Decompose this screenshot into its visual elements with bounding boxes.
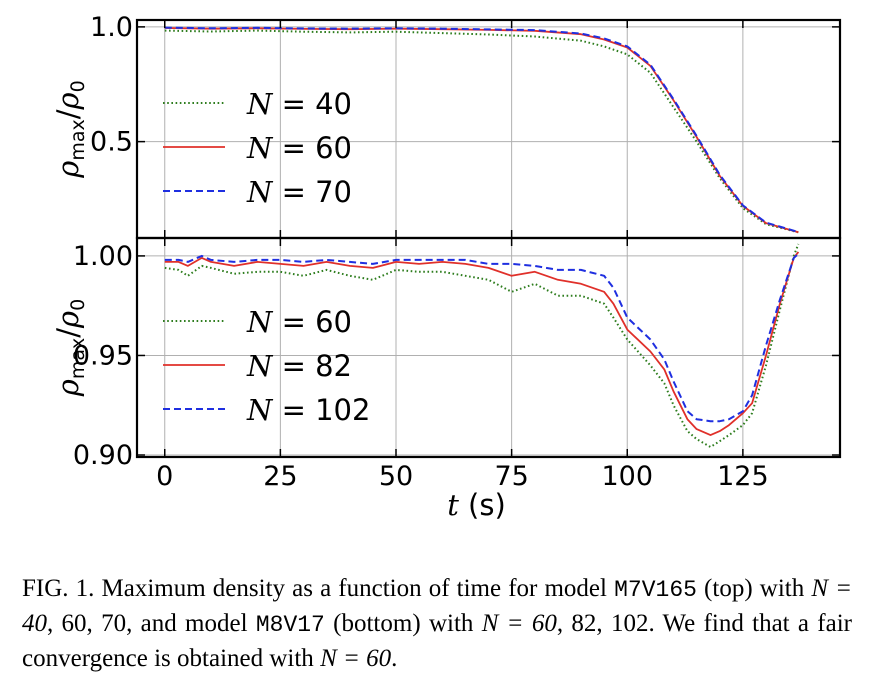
caption-math: N = 40 (22, 575, 853, 637)
legend-var: N (246, 305, 274, 339)
caption-model-bottom: M8V17 (255, 612, 325, 638)
caption-model-top: M7V165 (614, 577, 697, 603)
ylabel-rho: ρ (51, 311, 85, 329)
figure-caption: FIG. 1. Maximum density as a function of… (22, 572, 852, 676)
x-tick-label: 75 (494, 461, 528, 492)
legend-var: N (246, 87, 274, 121)
xlabel-unit: (s) (459, 488, 506, 522)
caption-text: . (391, 645, 398, 672)
ylabel-slash: / (51, 328, 85, 338)
caption-lead: FIG. 1. (22, 575, 95, 602)
x-tick-label: 0 (156, 461, 173, 492)
series-line-1 (164, 251, 800, 437)
legend-value: = 60 (272, 305, 352, 339)
legend-value: = 102 (272, 393, 370, 427)
legend-value: = 70 (272, 175, 352, 209)
y-tick-label: 0.95 (73, 340, 133, 371)
legend-label: N = 70 (246, 175, 352, 209)
x-axis-label: t (s) (447, 488, 506, 522)
y-axis-label: ρmax/ρ0 (51, 80, 89, 178)
ylabel-rho: ρ (51, 92, 85, 110)
caption-text: , 60, 70, and model (47, 610, 256, 637)
caption-math: N = 60 (320, 645, 392, 672)
axes-frame (135, 18, 842, 240)
legend-label: N = 60 (246, 305, 352, 339)
x-tick-label: 100 (601, 461, 653, 492)
legend-label: N = 102 (246, 393, 370, 427)
series-line-0 (164, 243, 800, 448)
series-line-2 (164, 26, 799, 233)
legend-var: N (246, 131, 274, 165)
ylabel-rho: ρ (51, 379, 85, 397)
y-tick-label: 1.0 (90, 12, 133, 43)
ylabel-rho: ρ (51, 161, 85, 179)
ylabel-subscript: 0 (67, 80, 89, 92)
x-tick-label: 50 (379, 461, 413, 492)
y-tick-label: 0.90 (73, 440, 133, 471)
legend-value: = 40 (272, 87, 352, 121)
caption-text: Maximum density as a function of time fo… (94, 575, 615, 602)
legend-label: N = 40 (246, 87, 352, 121)
legend-var: N (246, 349, 274, 383)
axes-frame (135, 236, 842, 459)
x-tick-label: 125 (717, 461, 769, 492)
caption-text: (bottom) with (324, 610, 482, 637)
caption-text: , 82, 102. We find that a fair convergen… (22, 610, 852, 672)
ylabel-slash: / (51, 109, 85, 119)
series-line-2 (164, 253, 800, 423)
ylabel-subscript: 0 (67, 299, 89, 311)
legend-var: N (246, 175, 274, 209)
xlabel-var: t (447, 488, 459, 522)
y-axis-label: ρmax/ρ0 (51, 299, 89, 397)
legend-value: = 60 (272, 131, 352, 165)
ylabel-subscript: max (67, 338, 89, 379)
x-tick-label: 25 (263, 461, 297, 492)
caption-math: N = 60 (481, 610, 557, 637)
ylabel-subscript: max (67, 119, 89, 160)
legend-value: = 82 (272, 349, 352, 383)
series-line-0 (164, 29, 799, 234)
legend-label: N = 82 (246, 349, 352, 383)
legend-var: N (246, 393, 274, 427)
legend-label: N = 60 (246, 131, 352, 165)
y-tick-label: 0.5 (90, 127, 133, 158)
caption-text: (top) with (696, 575, 812, 602)
y-tick-label: 1.00 (73, 241, 133, 272)
